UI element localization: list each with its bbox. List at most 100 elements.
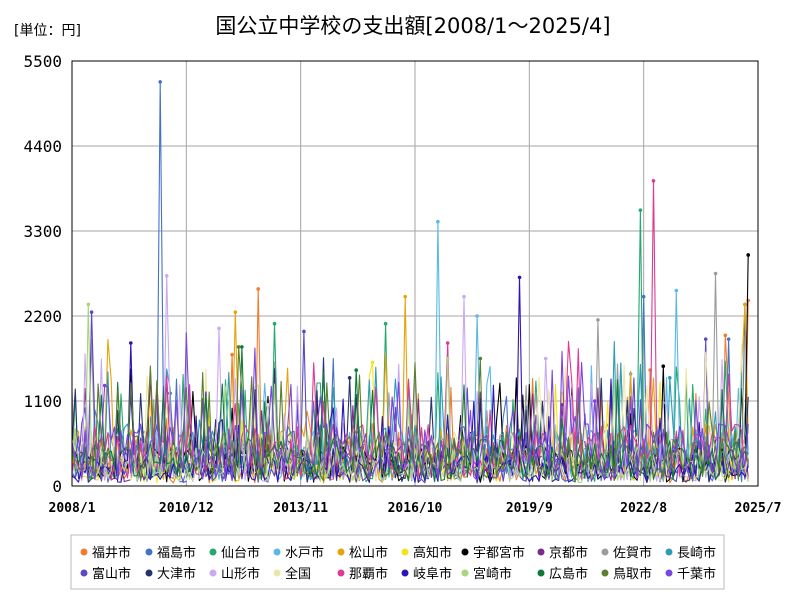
legend-marker — [461, 569, 469, 577]
series-line — [71, 180, 749, 481]
legend-marker — [337, 548, 345, 556]
series-peak-point — [266, 403, 270, 407]
legend-label: 佐賀市 — [613, 545, 652, 561]
legend-marker — [461, 548, 469, 556]
chart-title: 国公立中学校の支出額[2008/1〜2025/4] — [215, 14, 610, 38]
y-tick-label: 3300 — [23, 222, 62, 241]
x-tick-label: 2016/10 — [388, 501, 443, 516]
series-peak-point — [596, 318, 600, 322]
series-peak-point — [445, 356, 450, 361]
series-peak-point — [272, 321, 277, 326]
legend-marker — [145, 548, 153, 556]
series-peak-point — [713, 271, 718, 276]
x-tick-label: 2013/11 — [273, 501, 328, 516]
series-peak-point — [102, 383, 107, 388]
series-peak-point — [651, 178, 656, 183]
series-peak-point — [240, 345, 244, 349]
series-peak-point — [638, 208, 643, 212]
legend-marker — [80, 548, 88, 556]
legend-marker — [209, 569, 217, 577]
series-peak-point — [543, 356, 548, 361]
legend-label: 長崎市 — [677, 545, 716, 561]
series-peak-point — [462, 294, 466, 299]
series-peak-point — [86, 302, 91, 307]
series-peak-point — [302, 329, 306, 334]
x-tick-label: 2008/1 — [49, 501, 96, 516]
series-peak-point — [668, 376, 672, 380]
unit-label: [単位：円] — [14, 23, 81, 39]
series-peak-point — [746, 253, 750, 257]
legend-marker — [537, 569, 545, 577]
series-peak-point — [217, 326, 221, 331]
series-peak-point — [164, 274, 169, 278]
series-peak-point — [478, 356, 483, 361]
series-peak-point — [256, 287, 261, 291]
series-peak-point — [517, 275, 522, 280]
legend-label: 山形市 — [221, 566, 260, 582]
legend-label: 鳥取市 — [613, 566, 652, 582]
legend-marker — [337, 569, 345, 577]
y-tick-label: 0 — [52, 477, 62, 496]
plot-frame — [71, 60, 759, 487]
x-tick-label: 2019/9 — [506, 501, 553, 516]
legend-marker — [209, 548, 217, 556]
series-peak-point — [743, 302, 747, 307]
legend-marker — [145, 569, 153, 577]
series-peak-point — [723, 333, 728, 338]
legend-label: 高知市 — [413, 545, 452, 561]
legend-label: 宮崎市 — [473, 566, 512, 582]
legend-marker — [273, 569, 281, 577]
legend-label: 福島市 — [157, 545, 196, 561]
series-peak-point — [230, 352, 234, 357]
series-peak-point — [403, 294, 408, 299]
series-peak-point — [383, 321, 388, 326]
legend-marker — [273, 548, 281, 556]
y-axis: 0 1100 2200 3300 4400 5500 — [23, 52, 62, 496]
series-line — [71, 332, 749, 481]
series-peak-point — [370, 360, 375, 365]
legend-marker — [401, 569, 409, 577]
legend-marker — [601, 569, 609, 577]
legend-marker — [401, 548, 409, 556]
legend-label: 富山市 — [92, 566, 131, 582]
legend-label: 岐阜市 — [413, 566, 452, 582]
legend-marker — [665, 548, 673, 556]
series-peak-point — [661, 364, 666, 369]
y-tick-label: 1100 — [23, 392, 62, 411]
legend-box — [70, 534, 725, 590]
legend-marker — [601, 548, 609, 556]
x-tick-label: 2022/8 — [620, 501, 667, 516]
x-axis: 2008/1 2010/12 2013/11 2016/10 2019/9 2022/8 2… — [49, 501, 782, 516]
series-peak-point — [89, 310, 94, 314]
legend-label: 京都市 — [549, 545, 588, 561]
series-peak-point — [233, 310, 238, 314]
y-tick-label: 2200 — [23, 307, 62, 326]
legend-marker — [537, 548, 545, 556]
legend-label: 福井市 — [92, 545, 131, 561]
y-tick-label: 5500 — [23, 52, 62, 71]
series-peak-point — [703, 337, 708, 341]
x-tick-label: 2010/12 — [159, 501, 214, 516]
series-peak-point — [726, 337, 731, 341]
legend-label: 宇都宮市 — [473, 545, 525, 561]
series-peak-point — [592, 399, 597, 403]
legend-label: 松山市 — [349, 545, 388, 561]
series-peak-point — [475, 314, 479, 318]
series-peak-point — [347, 376, 352, 380]
legend-label: 広島市 — [549, 566, 588, 582]
legend-label: 大津市 — [157, 566, 196, 582]
legend-label: 仙台市 — [221, 545, 260, 561]
legend-label: 那覇市 — [349, 566, 388, 582]
y-tick-label: 4400 — [23, 137, 62, 156]
x-tick-label: 2025/7 — [735, 501, 782, 516]
series-peak-point — [236, 345, 241, 349]
legend-label: 全国 — [285, 566, 311, 582]
series-lines — [71, 80, 750, 484]
legend-label: 千葉市 — [677, 566, 716, 582]
series-peak-point — [674, 288, 679, 293]
series-peak-point — [158, 80, 162, 84]
series-peak-point — [129, 341, 133, 345]
legend-marker — [665, 569, 673, 577]
